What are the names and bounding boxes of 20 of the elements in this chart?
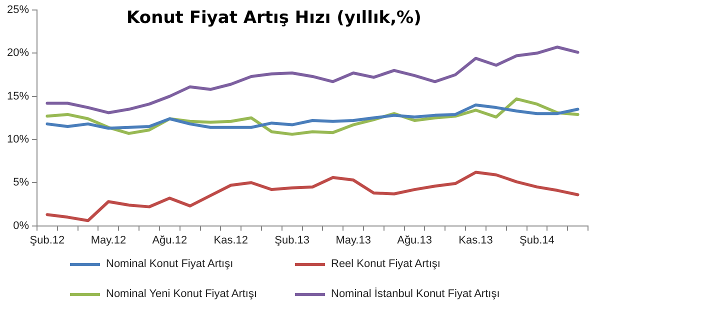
legend-label: Reel Konut Fiyat Artışı bbox=[331, 258, 440, 270]
x-tick-label: Kas.13 bbox=[458, 234, 493, 246]
x-tick-label: Şub.14 bbox=[520, 234, 554, 246]
x-tick-label: Şub.13 bbox=[274, 234, 310, 246]
legend-label: Nominal Konut Fiyat Artışı bbox=[106, 258, 234, 270]
y-tick-label: 25% bbox=[6, 4, 30, 16]
x-tick-label: Şub.12 bbox=[30, 234, 65, 246]
y-tick-label: 5% bbox=[13, 176, 30, 189]
y-tick-label: 20% bbox=[6, 47, 30, 60]
x-tick-label: May.13 bbox=[336, 234, 371, 246]
y-tick-label: 0% bbox=[13, 220, 30, 232]
x-tick-label: Kas.12 bbox=[214, 234, 248, 246]
legend-label: Nominal Yeni Konut Fiyat Artışı bbox=[106, 288, 258, 300]
x-tick-label: Ağu.13 bbox=[397, 234, 432, 246]
x-tick-label: Ağu.12 bbox=[152, 234, 188, 246]
y-tick-label: 10% bbox=[6, 134, 30, 146]
x-tick-label: May.12 bbox=[90, 234, 126, 246]
y-tick-label: 15% bbox=[6, 90, 30, 102]
chart-title: Konut Fiyat Artış Hızı (yıllık,%) bbox=[126, 8, 422, 28]
legend-label: Nominal İstanbul Konut Fiyat Artışı bbox=[331, 288, 500, 300]
